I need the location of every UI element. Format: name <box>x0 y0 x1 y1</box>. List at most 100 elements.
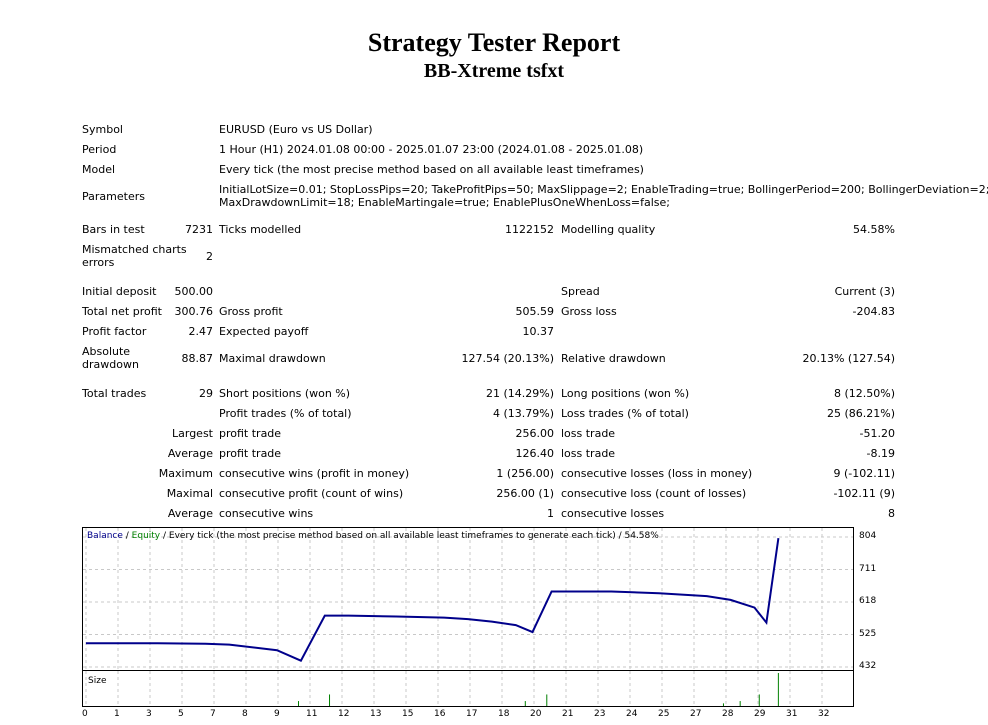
ticks-label: Ticks modelled <box>219 223 302 236</box>
y-tick-label: 711 <box>859 563 877 574</box>
max-consecutive-losses-label: consecutive losses (loss in money) <box>561 467 753 480</box>
y-tick-label: 525 <box>859 628 877 639</box>
max-consecutive-losses-value: 9 (-102.11) <box>833 467 895 480</box>
profit-factor-value: 2.47 <box>188 325 214 338</box>
gross-profit-label: Gross profit <box>219 305 283 318</box>
x-tick-label: 21 <box>562 709 574 719</box>
deposit-label: Initial deposit <box>82 285 157 298</box>
x-tick-label: 27 <box>690 709 702 719</box>
legend-sep: / <box>122 531 132 541</box>
largest-profit-trade-label: profit trade <box>219 427 282 440</box>
x-tick-label: 15 <box>402 709 414 719</box>
maximum-label: Maximum <box>158 467 213 480</box>
x-tick-label: 8 <box>242 709 248 719</box>
loss-trades-value: 25 (86.21%) <box>826 407 895 420</box>
size-label: Size <box>88 676 107 686</box>
x-tick-label: 20 <box>530 709 542 719</box>
size-chart-svg <box>85 671 855 706</box>
x-tick-label: 31 <box>786 709 798 719</box>
absolute-drawdown-label-1: Absolute <box>82 345 131 358</box>
maximal-label: Maximal <box>166 487 213 500</box>
parameters-label: Parameters <box>82 190 145 203</box>
short-positions-value: 21 (14.29%) <box>485 387 554 400</box>
mismatch-value: 2 <box>206 250 213 263</box>
spread-label: Spread <box>561 285 600 298</box>
loss-trades-label: Loss trades (% of total) <box>561 407 689 420</box>
x-tick-label: 23 <box>594 709 606 719</box>
x-tick-label: 29 <box>754 709 766 719</box>
y-tick-label: 804 <box>859 531 877 541</box>
relative-drawdown-label: Relative drawdown <box>561 352 666 365</box>
report-title: Strategy Tester Report <box>367 28 621 57</box>
chart-legend: Balance / Equity / Every tick (the most … <box>87 531 659 541</box>
x-tick-label: 3 <box>146 709 152 719</box>
net-profit-value: 300.76 <box>174 305 214 318</box>
x-tick-label: 0 <box>82 709 88 719</box>
average-loss-trade-value: -8.19 <box>866 447 895 460</box>
x-tick-label: 12 <box>338 709 350 719</box>
gross-loss-label: Gross loss <box>561 305 617 318</box>
avg-consecutive-wins-value: 1 <box>547 507 554 520</box>
x-tick-label: 18 <box>498 709 510 719</box>
relative-drawdown-value: 20.13% (127.54) <box>802 352 895 365</box>
avg-consecutive-wins-label: consecutive wins <box>219 507 314 520</box>
ticks-value: 1122152 <box>505 223 554 236</box>
largest-profit-trade-value: 256.00 <box>515 427 555 440</box>
x-tick-label: 25 <box>658 709 670 719</box>
balance-chart-svg <box>83 528 855 670</box>
largest-loss-trade-value: -51.20 <box>859 427 895 440</box>
deposit-value: 500.00 <box>174 285 214 298</box>
mismatch-label-2: errors <box>82 256 115 269</box>
total-trades-label: Total trades <box>82 387 147 400</box>
largest-label: Largest <box>172 427 213 440</box>
maximal-consecutive-profit-value: 256.00 (1) <box>496 487 554 500</box>
symbol-value: EURUSD (Euro vs US Dollar) <box>219 123 373 136</box>
period-value: 1 Hour (H1) 2024.01.08 00:00 - 2025.01.0… <box>219 143 644 156</box>
report-subtitle: BB-Xtreme tsfxt <box>423 60 565 82</box>
profit-trades-value: 4 (13.79%) <box>492 407 554 420</box>
x-tick-label: 5 <box>178 709 184 719</box>
legend-balance: Balance <box>87 531 123 541</box>
balance-chart: Balance / Equity / Every tick (the most … <box>82 527 855 671</box>
maximal-consecutive-profit-label: consecutive profit (count of wins) <box>219 487 404 500</box>
symbol-label: Symbol <box>82 123 123 136</box>
average-label: Average <box>167 447 213 460</box>
average-profit-trade-value: 126.40 <box>515 447 555 460</box>
average-2-label: Average <box>167 507 213 520</box>
x-tick-label: 17 <box>466 709 478 719</box>
long-positions-value: 8 (12.50%) <box>833 387 895 400</box>
long-positions-label: Long positions (won %) <box>561 387 690 400</box>
x-tick-label: 13 <box>370 709 382 719</box>
spread-value: Current (3) <box>834 285 895 298</box>
gross-loss-value: -204.83 <box>852 305 895 318</box>
largest-loss-trade-label: loss trade <box>561 427 616 440</box>
max-consecutive-wins-value: 1 (256.00) <box>496 467 554 480</box>
x-tick-label: 28 <box>722 709 734 719</box>
period-label: Period <box>82 143 117 156</box>
bars-value: 7231 <box>185 223 213 236</box>
x-tick-label: 32 <box>818 709 830 719</box>
expected-payoff-value: 10.37 <box>522 325 555 338</box>
expected-payoff-label: Expected payoff <box>219 325 309 338</box>
maximal-drawdown-label: Maximal drawdown <box>219 352 326 365</box>
x-tick-label: 11 <box>306 709 318 719</box>
y-tick-label: 432 <box>859 661 877 671</box>
avg-consecutive-losses-label: consecutive losses <box>561 507 665 520</box>
bars-label: Bars in test <box>82 223 145 236</box>
model-value: Every tick (the most precise method base… <box>219 163 644 176</box>
legend-description: / Every tick (the most precise method ba… <box>160 531 659 541</box>
x-tick-label: 1 <box>114 709 120 719</box>
model-label: Model <box>82 163 116 176</box>
short-positions-label: Short positions (won %) <box>219 387 351 400</box>
average-loss-trade-label: loss trade <box>561 447 616 460</box>
maximal-consecutive-loss-value: -102.11 (9) <box>833 487 895 500</box>
avg-consecutive-losses-value: 8 <box>888 507 895 520</box>
parameters-line-2: MaxDrawdownLimit=18; EnableMartingale=tr… <box>219 196 671 209</box>
gross-profit-value: 505.59 <box>515 305 555 318</box>
average-profit-trade-label: profit trade <box>219 447 282 460</box>
net-profit-label: Total net profit <box>82 305 162 318</box>
profit-trades-label: Profit trades (% of total) <box>219 407 352 420</box>
absolute-drawdown-value: 88.87 <box>181 352 214 365</box>
legend-equity: Equity <box>131 531 161 541</box>
absolute-drawdown-label-2: drawdown <box>82 358 139 371</box>
